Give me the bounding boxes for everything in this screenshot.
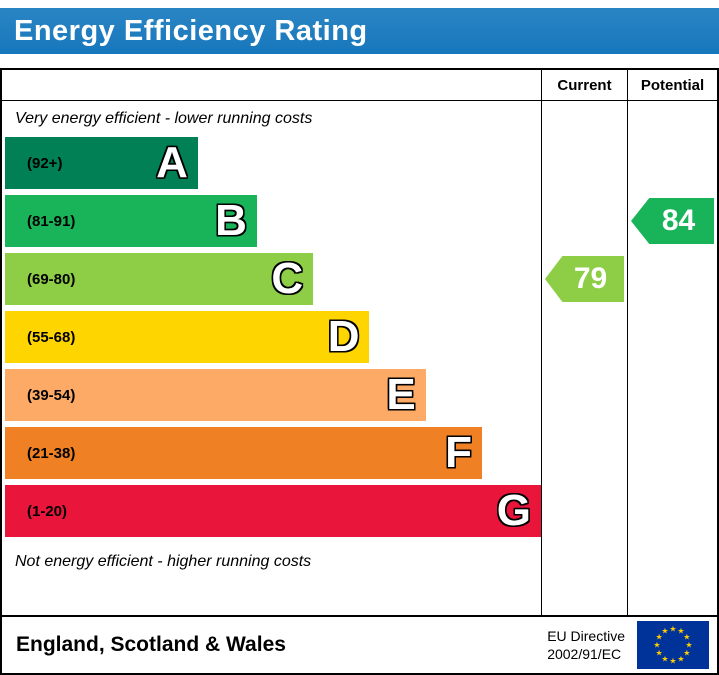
bottom-note: Not energy efficient - higher running co… [15,553,312,570]
band-bar: (55-68) D [5,311,370,363]
current-rating-column: 79 [541,101,627,615]
potential-column-header: Potential [627,70,717,100]
band-range-label: (39-54) [27,386,76,404]
band-letter: G [496,486,531,535]
band-letter: D [327,312,360,361]
svg-text:★: ★ [656,633,663,642]
potential-rating-column: 84 [627,101,717,615]
band-row: (1-20) G [5,485,541,537]
band-letter: E [386,370,416,419]
band-bar: (69-80) C [5,253,314,305]
band-letter: F [445,428,473,477]
svg-text:★: ★ [656,649,663,658]
top-note: Very energy efficient - lower running co… [15,110,313,127]
eu-flag-icon: ★ ★★★★★★★★★★★ [637,621,709,669]
band-row: (39-54) E [5,369,541,421]
svg-text:★: ★ [669,625,676,634]
band-bar: (21-38) F [5,427,483,479]
band-letter: B [215,196,247,245]
svg-text:★: ★ [677,627,684,636]
band-range-label: (21-38) [27,444,76,462]
rating-value: 79 [573,262,608,295]
svg-text:★: ★ [677,654,684,663]
band-bar: (1-20) G [5,485,541,537]
band-row: (55-68) D [5,311,541,363]
eu-directive-line2: 2002/91/EC [547,646,622,662]
current-column-header: Current [541,70,627,100]
header-spacer [2,70,541,100]
band-bar: (92+) A [5,137,198,189]
rating-bands: (92+) A (81-91) B (69-80) C (55-68) D (3… [5,137,541,537]
page-title: Energy Efficiency Rating [14,14,368,47]
band-row: (92+) A [5,137,541,189]
svg-text:★: ★ [653,641,660,650]
band-letter: A [156,138,188,187]
band-row: (21-38) F [5,427,541,479]
bars-area: Very energy efficient - lower running co… [2,101,541,615]
band-range-label: (1-20) [27,502,68,520]
band-letter: C [271,254,304,303]
band-range-label: (55-68) [27,328,76,346]
footer: England, Scotland & Wales EU Directive 2… [0,617,719,675]
eu-directive-label: EU Directive 2002/91/EC [547,627,625,663]
eu-directive-line1: EU Directive [547,627,625,644]
band-bar: (39-54) E [5,369,426,421]
chart-header-row: Current Potential [2,70,717,101]
svg-text:★: ★ [669,657,676,666]
band-range-label: (69-80) [27,270,76,288]
potential-rating-arrow: 84 [631,198,714,244]
footer-right: EU Directive 2002/91/EC ★ ★ ★ ★ ★ ★ ★ ★ ★ ★ ★ ★ [547,621,711,669]
svg-text:★: ★ [661,654,668,663]
rating-value: 84 [661,204,696,237]
title-bar: Energy Efficiency Rating [0,8,719,54]
band-range-label: (81-91) [27,212,76,230]
svg-text:★: ★ [661,627,668,636]
epc-chart: Current Potential Very energy efficient … [0,68,719,617]
band-range-label: (92+) [27,154,63,172]
current-rating-arrow: 79 [545,256,624,302]
svg-text:★: ★ [685,641,692,650]
svg-text:★: ★ [683,633,690,642]
chart-body: Very energy efficient - lower running co… [2,101,717,615]
band-row: (69-80) C [5,253,541,305]
band-bar: (81-91) B [5,195,257,247]
svg-text:★: ★ [683,649,690,658]
region-label: England, Scotland & Wales [16,633,286,656]
band-row: (81-91) B [5,195,541,247]
